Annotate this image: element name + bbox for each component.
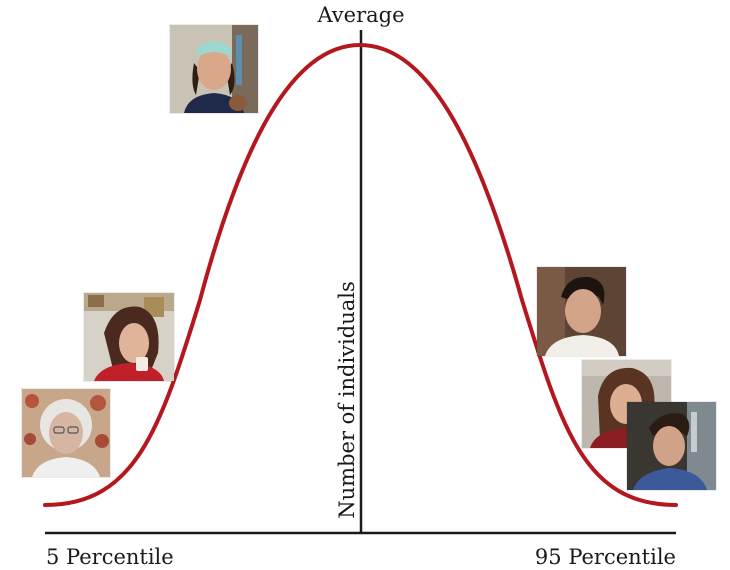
photo-young-man-profile bbox=[627, 402, 716, 490]
vertical-axis-label: Number of individuals bbox=[335, 281, 359, 518]
portrait-photo-icon bbox=[627, 402, 716, 490]
portrait-photo-icon bbox=[22, 389, 110, 477]
portrait-photo-icon bbox=[84, 293, 174, 381]
photo-elderly-woman bbox=[22, 389, 110, 477]
photo-young-woman-eating bbox=[84, 293, 174, 381]
normal-distribution-curve bbox=[43, 42, 678, 507]
portrait-photo-icon bbox=[170, 25, 258, 113]
five-percentile-label: 5 Percentile bbox=[46, 545, 174, 569]
photo-young-man-dark-hair bbox=[537, 267, 626, 356]
ninety-five-percentile-label: 95 Percentile bbox=[535, 545, 676, 569]
average-label: Average bbox=[316, 3, 404, 27]
portrait-photo-icon bbox=[537, 267, 626, 356]
photo-girl-headband bbox=[170, 25, 258, 113]
